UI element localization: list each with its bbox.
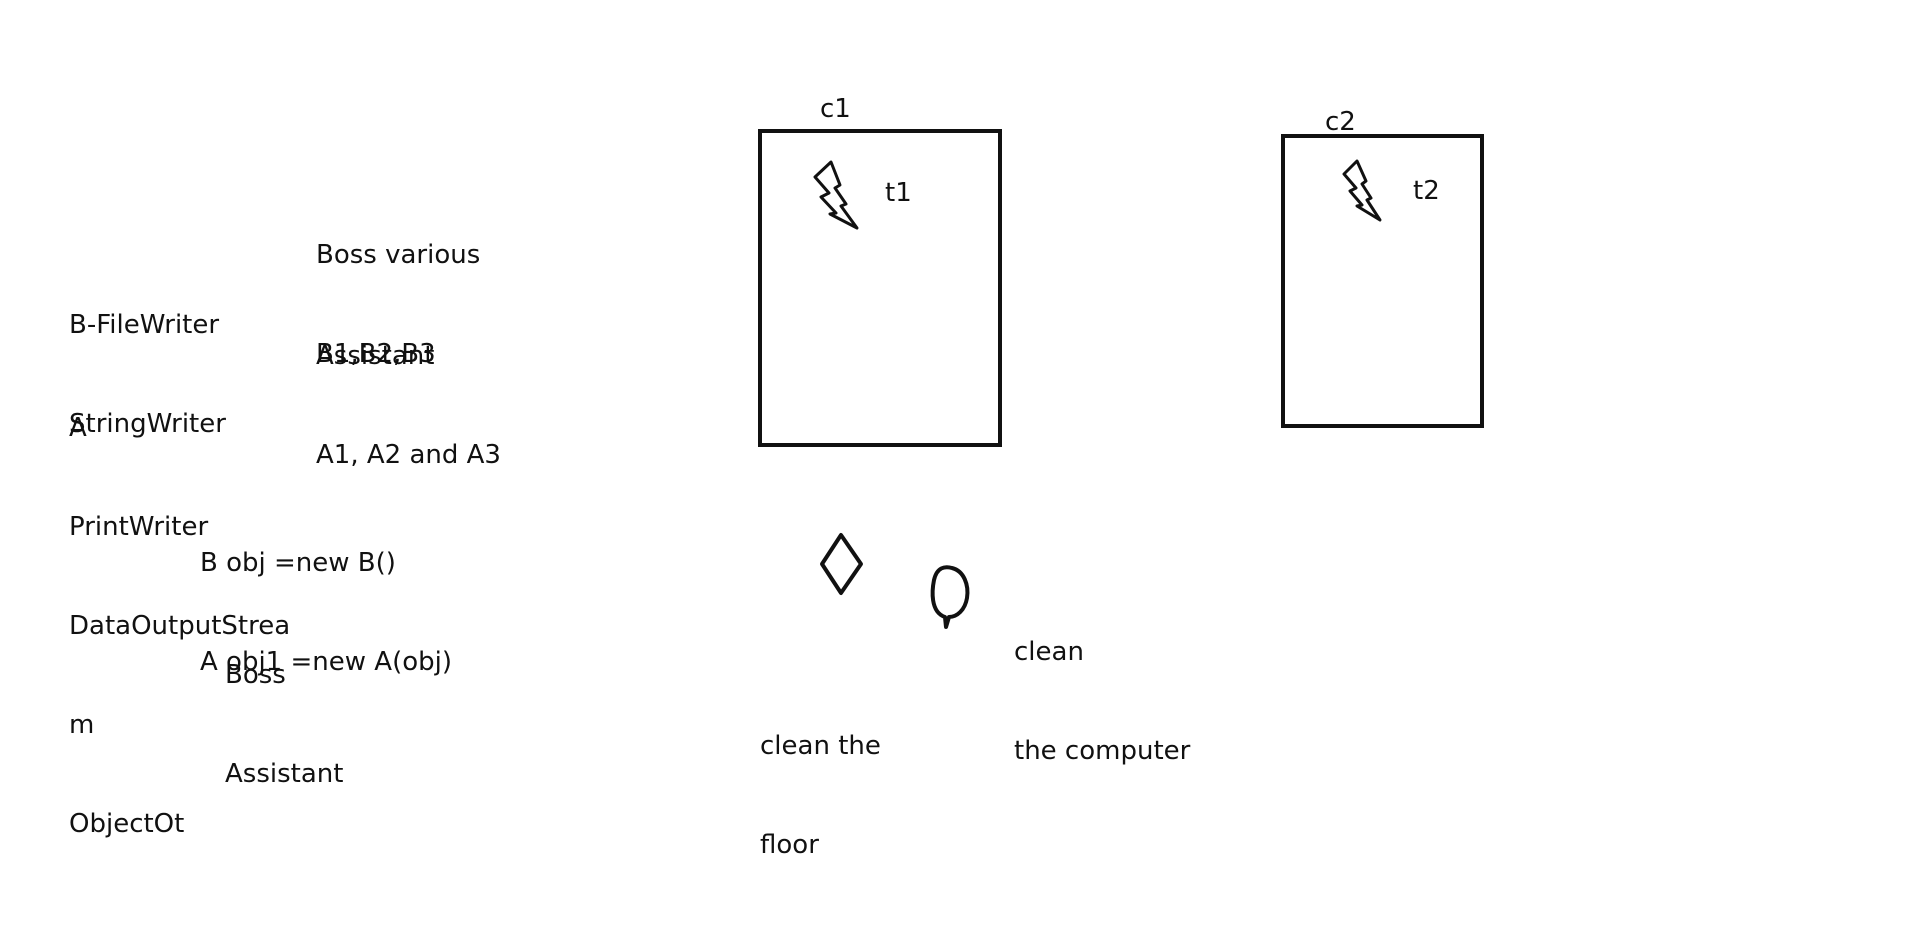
lightning-bolt-icon [813,160,859,230]
note-line: B-FileWriter [69,310,220,340]
whiteboard-canvas: Boss various B1,B2,B3 B-FileWriter Strin… [69,94,1484,860]
note-line: StringWriter [69,409,226,439]
note-line: A1, A2 and A3 [316,440,501,470]
note-boss-assistant: Boss Assistant [225,593,343,857]
container-c2-box [1281,134,1484,428]
task-line: clean [1014,637,1084,667]
note-line: ObjectOt [69,809,185,839]
note-line: Boss [225,660,286,690]
container-c1-label: c1 [820,94,851,124]
note-assistant: Assistant A1, A2 and A3 [316,274,501,538]
task-line: the computer [1014,736,1191,766]
container-c2-label: c2 [1325,107,1356,137]
task-clean-computer: clean the computer [1014,570,1190,834]
note-line: Assistant [225,759,344,789]
speech-bubble-icon [930,565,970,629]
note-line: A [69,413,87,443]
diamond-icon [820,533,863,595]
thread-t1-label: t1 [885,178,912,208]
note-b-writers: B-FileWriter StringWriter [69,243,226,507]
note-line: DataOutputStrea [69,611,291,641]
code-line: B obj =new B() [200,548,396,578]
note-code: B obj =new B() A obj1 =new A(obj) [200,481,452,745]
note-line: Boss various [316,240,481,270]
note-line: m [69,710,95,740]
task-line: floor [760,830,819,860]
container-c1-box [758,129,1002,447]
note-line: B1,B2,B3 [316,339,436,369]
thread-t2-label: t2 [1413,176,1440,206]
note-boss-various: Boss various B1,B2,B3 [316,173,480,437]
note-a-writers: A PrintWriter DataOutputStrea m ObjectOt [69,346,290,907]
note-line: Assistant [316,341,435,371]
task-clean-floor: clean the floor [760,664,881,928]
note-line: PrintWriter [69,512,209,542]
code-line: A obj1 =new A(obj) [200,647,452,677]
lightning-bolt-icon [1342,159,1382,222]
task-line: clean the [760,731,881,761]
diagram-drawing [758,129,1484,629]
